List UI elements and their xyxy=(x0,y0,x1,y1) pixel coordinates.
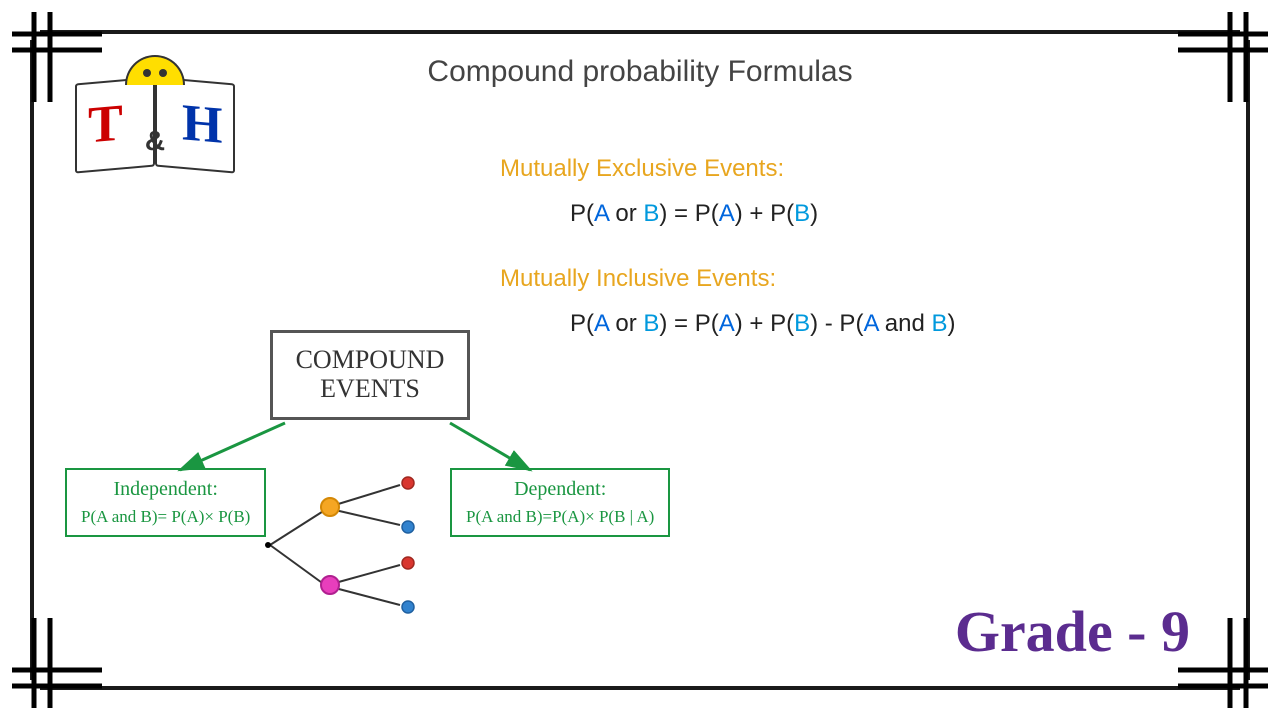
independent-formula: P(A and B)= P(A)× P(B) xyxy=(81,507,250,527)
border-top xyxy=(40,30,1240,34)
border-left xyxy=(30,40,34,680)
page-title: Compound probability Formulas xyxy=(427,55,852,89)
dependent-label: Dependent: xyxy=(466,478,654,501)
corner-bracket-bl xyxy=(12,618,102,708)
dependent-box: Dependent: P(A and B)=P(A)× P(B | A) xyxy=(450,468,670,537)
logo-letter-t: T xyxy=(88,93,123,155)
corner-bracket-tr xyxy=(1178,12,1268,102)
compound-events-box: COMPOUND EVENTS xyxy=(270,330,470,420)
grade-label: Grade - 9 xyxy=(955,598,1190,665)
compound-events-label: COMPOUND EVENTS xyxy=(296,346,445,403)
exclusive-heading: Mutually Exclusive Events: xyxy=(500,155,784,183)
border-bottom xyxy=(40,686,1240,690)
exclusive-formula: P(A or B) = P(A) + P(B) xyxy=(570,200,818,228)
border-right xyxy=(1246,40,1250,680)
independent-box: Independent: P(A and B)= P(A)× P(B) xyxy=(65,468,266,537)
inclusive-heading: Mutually Inclusive Events: xyxy=(500,265,776,293)
inclusive-formula: P(A or B) = P(A) + P(B) - P(A and B) xyxy=(570,310,956,338)
dependent-formula: P(A and B)=P(A)× P(B | A) xyxy=(466,507,654,527)
independent-label: Independent: xyxy=(81,478,250,501)
corner-bracket-br xyxy=(1178,618,1268,708)
logo-letter-h: H xyxy=(182,93,222,156)
logo: T H & xyxy=(70,55,240,175)
logo-amp: & xyxy=(145,125,165,157)
probability-tree xyxy=(260,455,450,635)
